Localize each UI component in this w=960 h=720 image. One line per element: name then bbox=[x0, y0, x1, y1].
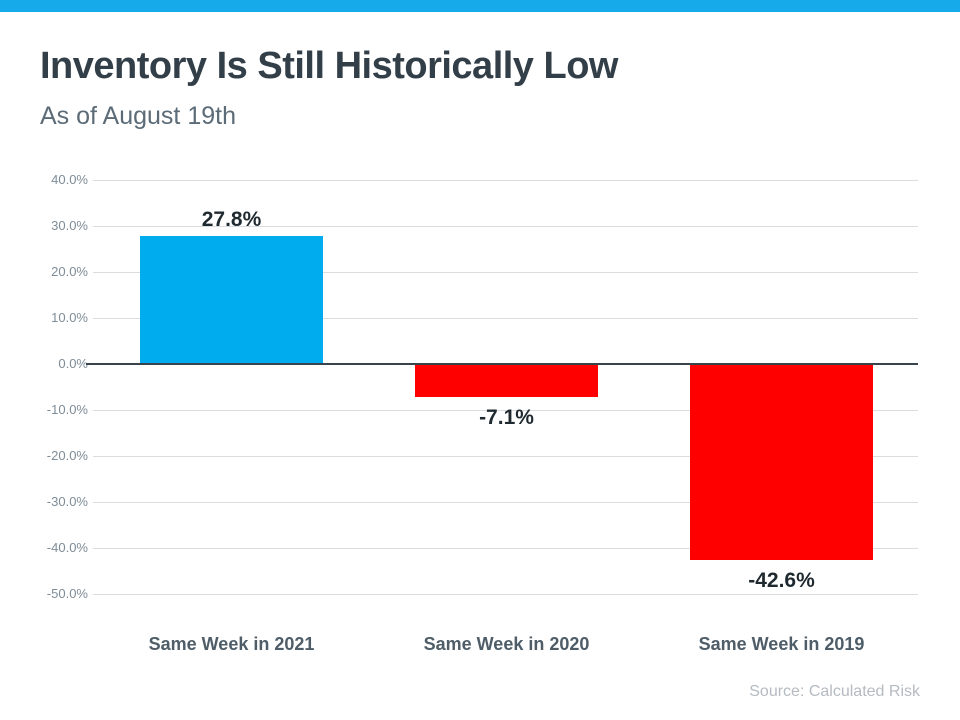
grid-line bbox=[93, 180, 918, 181]
x-axis-category-label: Same Week in 2021 bbox=[148, 634, 315, 654]
bar-value-label: -42.6% bbox=[748, 569, 815, 592]
bar-3 bbox=[690, 364, 873, 560]
y-axis-tick-label: 0.0% bbox=[58, 356, 88, 371]
y-axis-tick-label: -20.0% bbox=[46, 448, 88, 463]
zero-axis-line bbox=[86, 363, 918, 365]
bar-2 bbox=[415, 364, 598, 397]
grid-line bbox=[93, 410, 918, 411]
y-axis-tick-label: 40.0% bbox=[51, 172, 88, 187]
grid-line bbox=[93, 272, 918, 273]
y-axis-tick-label: -30.0% bbox=[46, 494, 88, 509]
bar-value-label: 27.8% bbox=[201, 208, 262, 231]
page-subtitle: As of August 19th bbox=[40, 102, 236, 130]
y-axis-tick-label: 10.0% bbox=[51, 310, 88, 325]
grid-line bbox=[93, 594, 918, 595]
y-axis-tick-label: -50.0% bbox=[46, 586, 88, 601]
bar-1 bbox=[140, 236, 323, 364]
grid-line bbox=[93, 502, 918, 503]
y-axis-tick-label: -10.0% bbox=[46, 402, 88, 417]
grid-line bbox=[93, 456, 918, 457]
y-axis-tick-label: 20.0% bbox=[51, 264, 88, 279]
grid-line bbox=[93, 226, 918, 227]
grid-line bbox=[93, 318, 918, 319]
y-axis-tick-label: 30.0% bbox=[51, 218, 88, 233]
bar-value-label: -7.1% bbox=[479, 406, 534, 429]
y-axis-tick-label: -40.0% bbox=[46, 540, 88, 555]
chart-source: Source: Calculated Risk bbox=[749, 683, 920, 700]
grid-line bbox=[93, 548, 918, 549]
page-title: Inventory Is Still Historically Low bbox=[40, 45, 618, 87]
x-axis-category-label: Same Week in 2020 bbox=[423, 634, 590, 654]
x-axis-category-label: Same Week in 2019 bbox=[698, 634, 865, 654]
header-accent-stripe bbox=[0, 0, 960, 12]
